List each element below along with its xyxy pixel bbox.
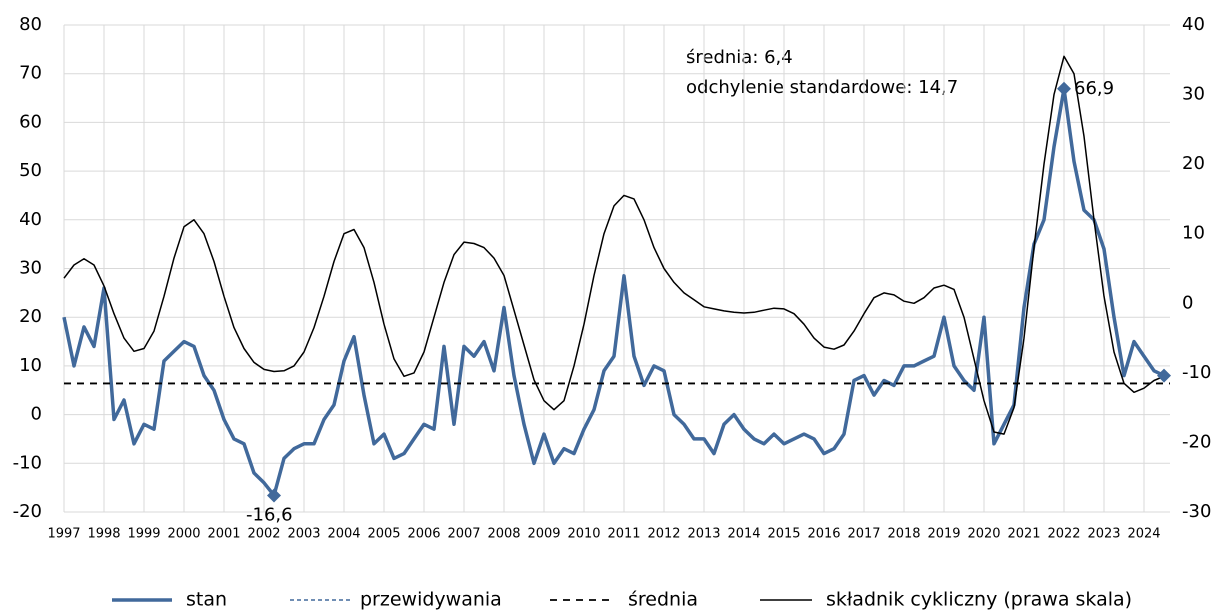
y-tick-label: -10 (13, 452, 42, 473)
y-tick-label: 60 (19, 111, 42, 132)
x-tick-label: 2008 (487, 527, 520, 542)
y-tick-label: 70 (19, 63, 42, 84)
x-tick-label: 2020 (967, 527, 1000, 542)
point-label: 66,9 (1074, 78, 1114, 99)
x-tick-label: 2001 (207, 527, 240, 542)
y-tick-label: 20 (19, 306, 42, 327)
x-tick-label: 2002 (247, 527, 280, 542)
x-tick-label: 2011 (607, 527, 640, 542)
x-tick-label: 2019 (927, 527, 960, 542)
x-tick-label: 2004 (327, 527, 360, 542)
y2-tick-label: 30 (1182, 84, 1205, 105)
y-tick-label: 10 (19, 355, 42, 376)
x-tick-label: 2003 (287, 527, 320, 542)
x-tick-label: 2000 (167, 527, 200, 542)
x-tick-label: 1997 (47, 527, 80, 542)
y-tick-label: 30 (19, 258, 42, 279)
x-tick-label: 2014 (727, 527, 760, 542)
y2-tick-label: 20 (1182, 153, 1205, 174)
legend-label: średnia (628, 589, 698, 611)
annotation: średnia: 6,4 (686, 47, 793, 68)
legend-label: stan (186, 589, 227, 611)
y2-tick-label: 40 (1182, 14, 1205, 35)
x-tick-label: 2016 (807, 527, 840, 542)
legend-label: przewidywania (360, 589, 502, 611)
y2-tick-label: 10 (1182, 223, 1205, 244)
point-label: -16,6 (246, 504, 293, 525)
y2-tick-label: -20 (1182, 431, 1211, 452)
x-tick-label: 2018 (887, 527, 920, 542)
end-marker (1157, 368, 1171, 383)
y2-tick-label: -30 (1182, 501, 1211, 522)
y-tick-label: 40 (19, 209, 42, 230)
y-tick-label: 0 (31, 404, 42, 425)
x-tick-label: 2009 (527, 527, 560, 542)
series-line (62, 87, 1165, 498)
series-line (63, 55, 1165, 435)
x-tick-label: 2013 (687, 527, 720, 542)
y-tick-label: -20 (13, 501, 42, 522)
y-tick-label: 50 (19, 160, 42, 181)
x-tick-label: 2024 (1127, 527, 1160, 542)
y2-tick-label: -10 (1182, 362, 1211, 383)
point-marker (267, 488, 281, 503)
x-tick-label: 2010 (567, 527, 600, 542)
x-tick-label: 2017 (847, 527, 880, 542)
x-tick-label: 2023 (1087, 527, 1120, 542)
x-tick-label: 2007 (447, 527, 480, 542)
x-tick-label: 2012 (647, 527, 680, 542)
x-tick-label: 2006 (407, 527, 440, 542)
legend-label: składnik cykliczny (prawa skala) (826, 589, 1132, 611)
x-tick-label: 2005 (367, 527, 400, 542)
x-tick-label: 1999 (127, 527, 160, 542)
x-tick-label: 2022 (1047, 527, 1080, 542)
annotation: odchylenie standardowe: 14,7 (686, 77, 958, 98)
x-tick-label: 1998 (87, 527, 120, 542)
x-tick-label: 2021 (1007, 527, 1040, 542)
y-tick-label: 80 (19, 14, 42, 35)
y2-tick-label: 0 (1182, 292, 1193, 313)
point-marker (1057, 81, 1071, 96)
x-tick-label: 2015 (767, 527, 800, 542)
